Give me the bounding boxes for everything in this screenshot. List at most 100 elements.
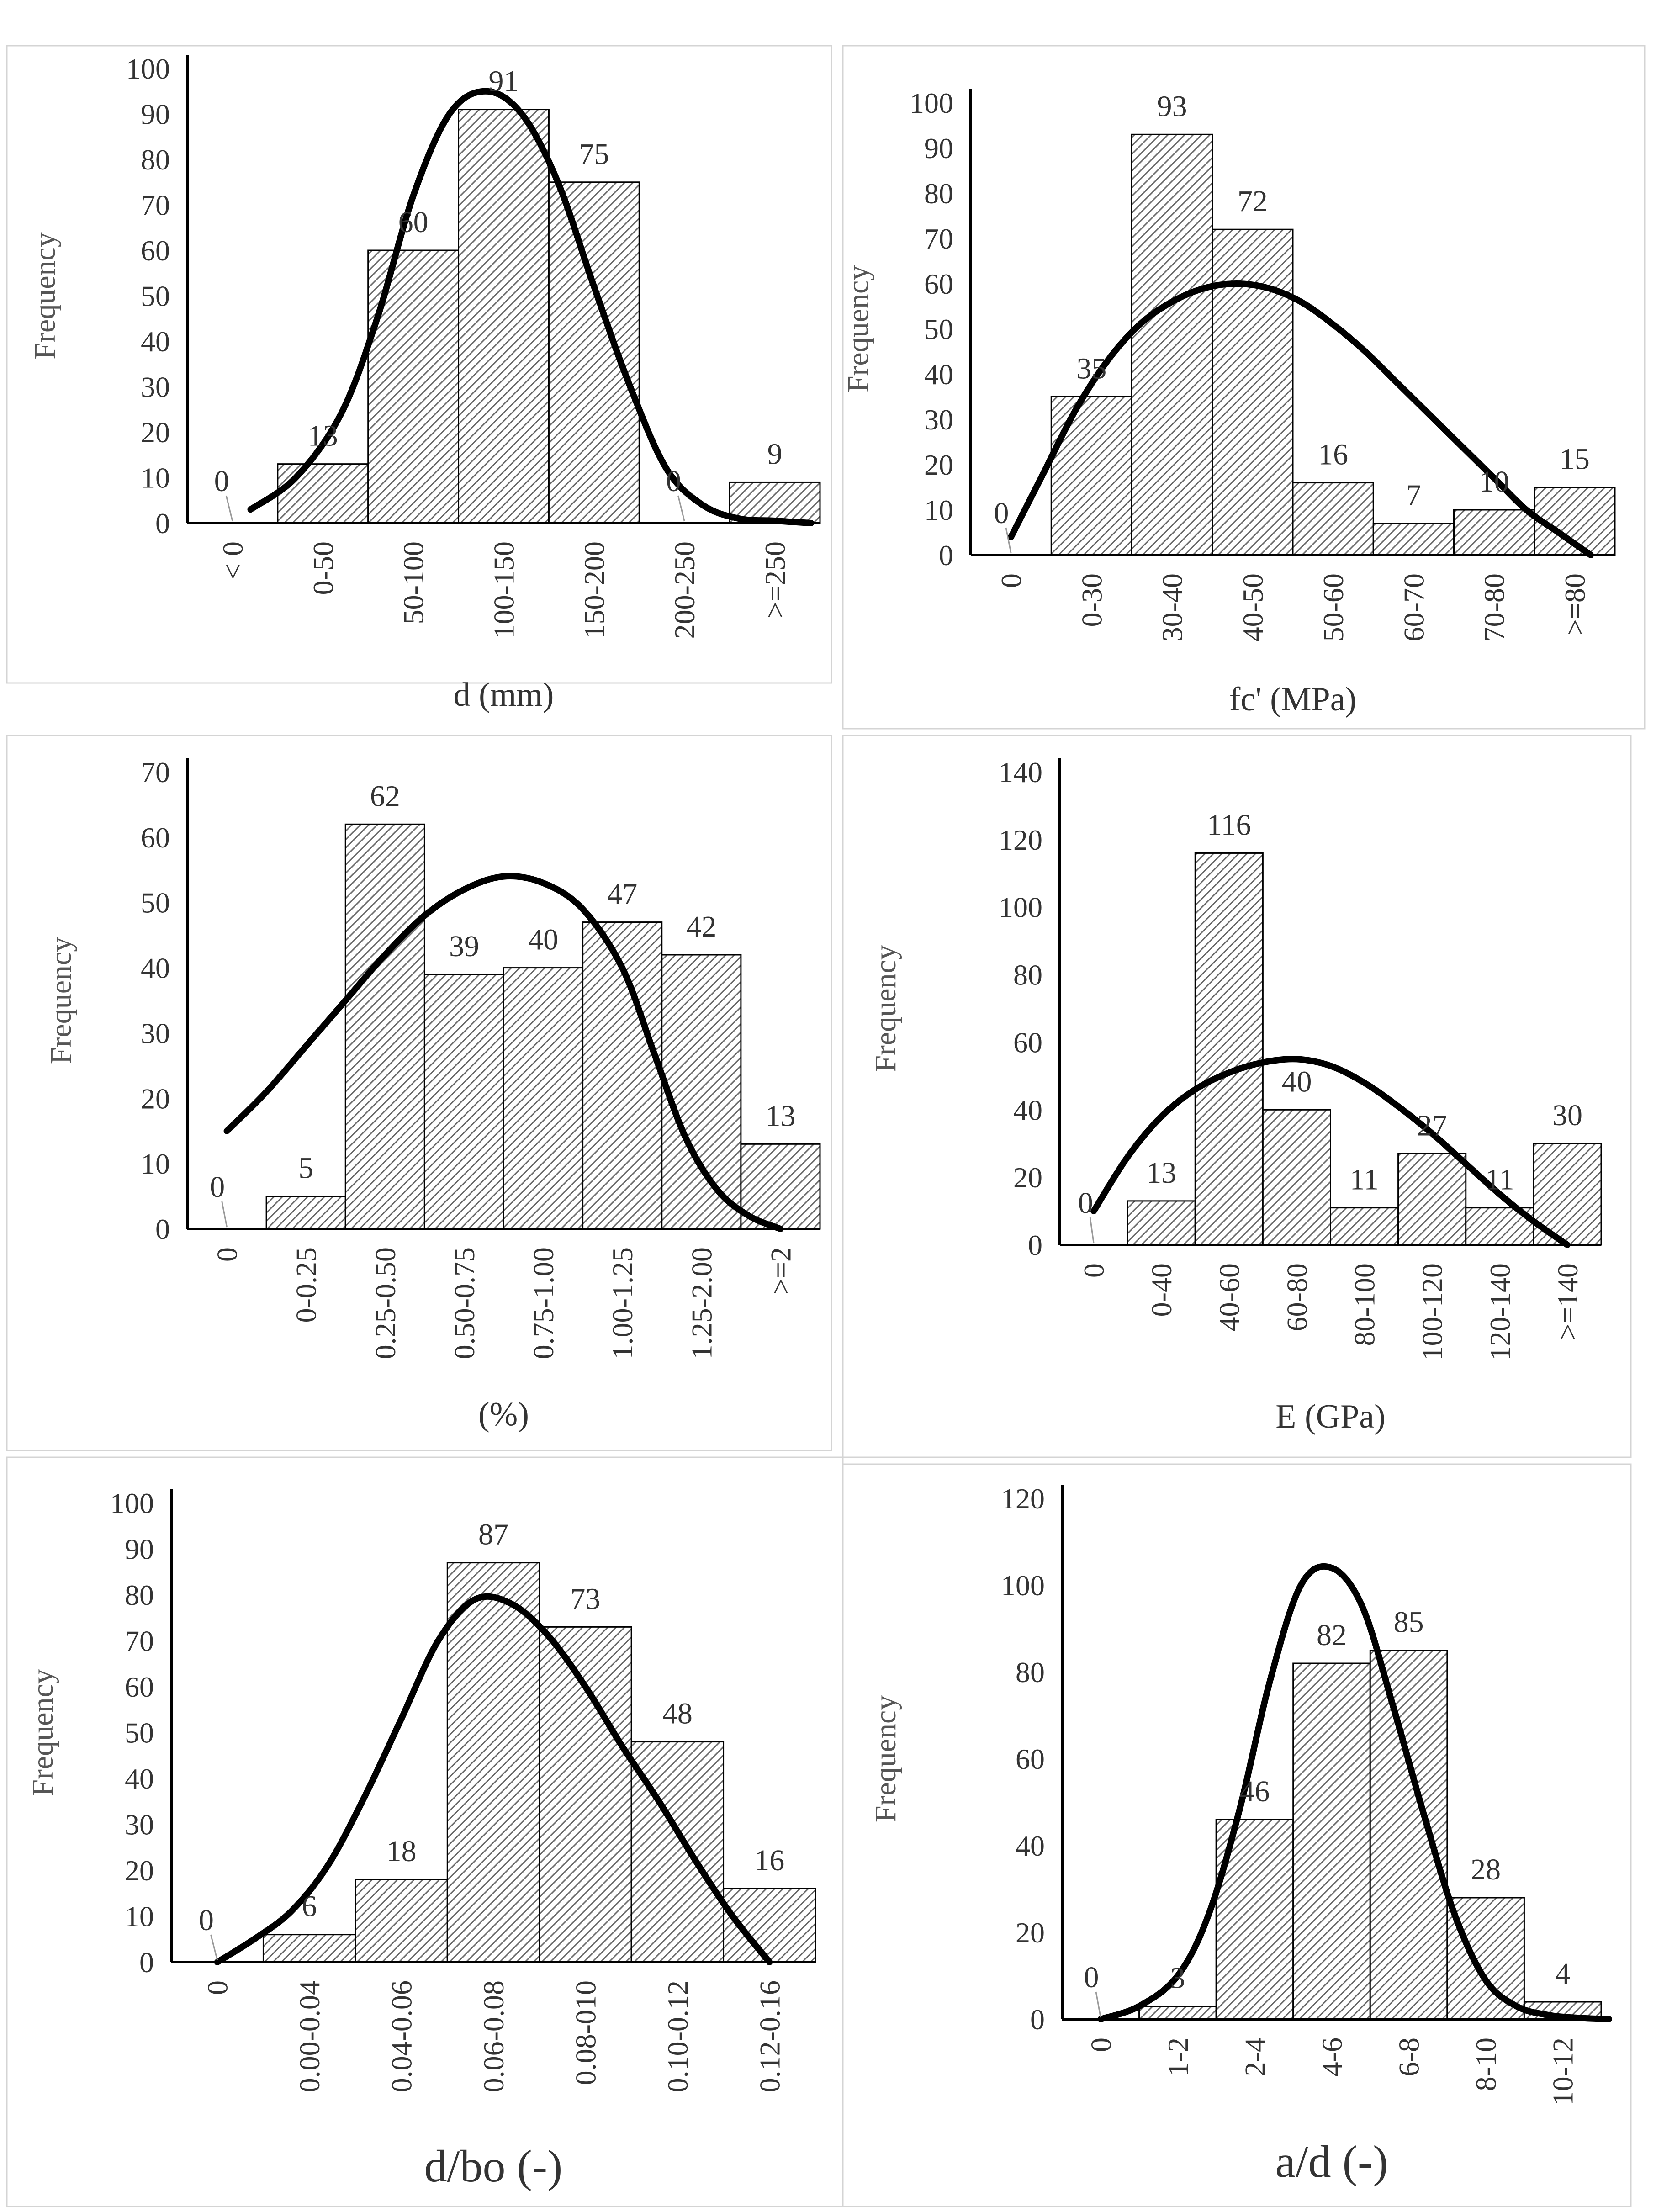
- y-tick-label: 40: [924, 358, 953, 391]
- x-tick-label: 0: [1078, 1263, 1110, 1278]
- y-tick-label: 50: [141, 887, 170, 919]
- data-label-7: 11: [1485, 1163, 1514, 1196]
- data-label-1: 0: [1078, 1186, 1093, 1220]
- data-label-3: 93: [1157, 90, 1187, 123]
- y-tick-label: 20: [1016, 1916, 1045, 1949]
- x-tick-label: 0-50: [307, 541, 339, 595]
- y-axis-title: Frequency: [869, 945, 902, 1072]
- bar-4: [446, 1562, 540, 1963]
- x-axis-title: d/bo (-): [424, 2141, 563, 2191]
- bar-5: [1330, 1207, 1399, 1246]
- fit-curve: [247, 88, 815, 526]
- x-tick-label: 0-30: [1075, 573, 1108, 627]
- data-label-3: 46: [1239, 1775, 1270, 1808]
- bar-2: [1050, 396, 1132, 556]
- y-tick-label: 20: [141, 416, 170, 449]
- bar-7: [729, 481, 821, 524]
- y-tick-label: 60: [1016, 1743, 1045, 1775]
- x-axis-title: (%): [478, 1396, 529, 1433]
- x-tick-label: 40-60: [1213, 1263, 1245, 1331]
- data-label-2: 3: [1170, 1962, 1185, 1995]
- y-tick-label: 50: [141, 280, 170, 312]
- y-tick-label: 120: [1001, 1482, 1045, 1515]
- data-label-3: 116: [1207, 808, 1251, 841]
- y-tick-label: 40: [1013, 1094, 1042, 1126]
- data-label-6: 0: [666, 465, 681, 498]
- y-tick-label: 100: [1001, 1569, 1045, 1602]
- bar-7: [1453, 509, 1535, 556]
- y-axis-title: Frequency: [841, 265, 875, 393]
- bar-2: [1127, 1200, 1196, 1246]
- x-tick-label: >=80: [1559, 573, 1591, 635]
- leader-line: [1095, 1991, 1101, 2018]
- y-tick-label: 10: [141, 462, 170, 494]
- bar-5: [1292, 482, 1374, 556]
- data-label-3: 60: [398, 206, 429, 239]
- data-label-2: 35: [1076, 352, 1106, 386]
- y-tick-label: 90: [924, 132, 953, 164]
- data-label-7: 16: [754, 1844, 784, 1877]
- fit-curve: [1008, 280, 1594, 558]
- x-tick-label: 0.12-0.16: [753, 1980, 786, 2092]
- data-label-5: 75: [579, 138, 609, 171]
- x-tick-label: 0.08-010: [569, 1980, 602, 2085]
- x-tick-label: >=2: [764, 1247, 797, 1295]
- x-tick-label: 60-80: [1280, 1263, 1313, 1331]
- y-tick-label: 40: [125, 1762, 154, 1795]
- bar-3: [344, 823, 425, 1230]
- y-tick-label: 50: [125, 1717, 154, 1749]
- data-label-5: 11: [1350, 1163, 1379, 1196]
- bar-2: [262, 1934, 356, 1963]
- y-tick-label: 70: [125, 1625, 154, 1657]
- data-label-2: 5: [298, 1152, 313, 1185]
- data-label-4: 72: [1238, 185, 1268, 218]
- data-label-5: 85: [1394, 1606, 1424, 1639]
- y-axis-title: Frequency: [44, 937, 78, 1064]
- y-tick-label: 60: [924, 268, 953, 300]
- data-label-6: 47: [607, 878, 637, 911]
- data-label-4: 91: [489, 65, 519, 98]
- y-tick-label: 30: [924, 403, 953, 436]
- chart-panel-6: 0 20 40 60 80 100 120 0 1-2 2-4 4-6 6-8 8-10 10-12 0 3 4…: [842, 1463, 1632, 2207]
- x-tick-label: 2-4: [1238, 2037, 1271, 2076]
- y-tick-label: 120: [999, 824, 1042, 856]
- y-tick-label: 80: [924, 177, 953, 210]
- y-tick-label: 80: [1016, 1656, 1045, 1688]
- data-label-8: 30: [1552, 1099, 1582, 1132]
- y-tick-label: 0: [155, 1213, 170, 1245]
- bar-6: [1372, 523, 1455, 556]
- fit-curve: [223, 873, 784, 1232]
- y-tick-label: 60: [125, 1671, 154, 1703]
- y-tick-label: 0: [939, 539, 953, 572]
- x-axis-title: E (GPa): [1275, 1398, 1385, 1435]
- x-tick-label: 4-6: [1316, 2037, 1348, 2076]
- x-tick-label: 0.10-0.12: [661, 1980, 694, 2092]
- y-tick-label: 50: [924, 313, 953, 345]
- y-tick-label: 0: [1028, 1229, 1042, 1261]
- y-tick-label: 100: [910, 87, 953, 119]
- data-label-4: 87: [478, 1518, 508, 1551]
- data-label-7: 4: [1555, 1957, 1570, 1990]
- chart-panel-4: 0 20 40 60 80 100 120 140 0 0-40 40-60 60-80 80-100 1…: [842, 735, 1632, 1458]
- bar-4: [1292, 1662, 1371, 2020]
- bar-3: [1131, 133, 1213, 556]
- data-label-6: 48: [662, 1697, 693, 1730]
- x-tick-label: 10-12: [1547, 2037, 1579, 2106]
- fit-curve: [1090, 1056, 1571, 1248]
- x-tick-label: 120-140: [1484, 1263, 1516, 1360]
- bar-6: [630, 1741, 725, 1963]
- x-tick-label: 1.25-2.00: [685, 1247, 718, 1359]
- y-tick-label: 10: [924, 494, 953, 526]
- data-label-5: 16: [1318, 438, 1348, 471]
- bar-8: [740, 1143, 821, 1230]
- data-label-3: 18: [386, 1835, 417, 1868]
- y-tick-label: 20: [125, 1854, 154, 1887]
- x-tick-label: 1.00-1.25: [606, 1247, 639, 1359]
- y-tick-label: 10: [125, 1900, 154, 1933]
- y-tick-label: 60: [141, 821, 170, 854]
- x-tick-label: 60-70: [1397, 573, 1430, 641]
- y-tick-label: 40: [1016, 1830, 1045, 1862]
- data-label-2: 13: [308, 419, 338, 453]
- y-tick-label: 60: [1013, 1026, 1042, 1058]
- bar-3: [355, 1879, 448, 1963]
